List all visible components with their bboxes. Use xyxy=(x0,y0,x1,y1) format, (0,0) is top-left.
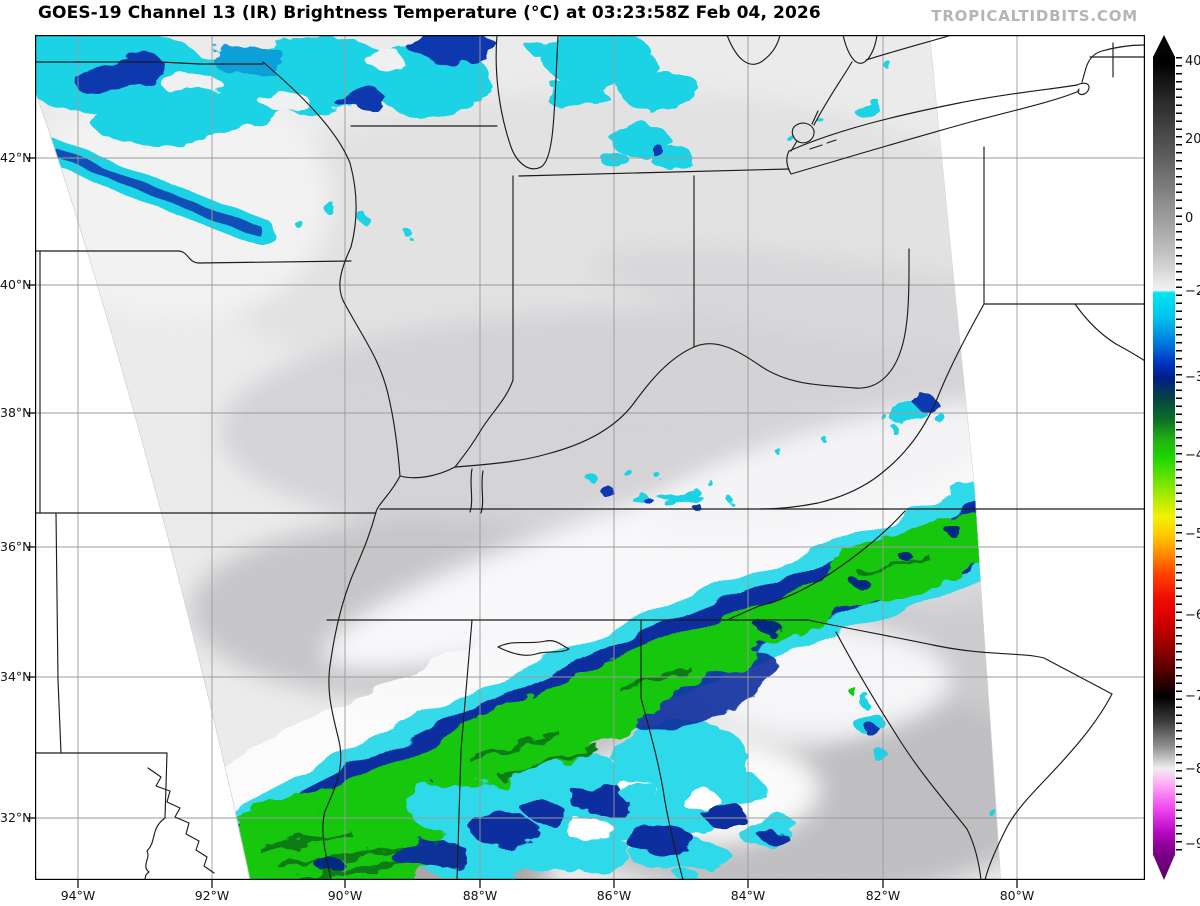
lon-label-80w: 80°W xyxy=(999,888,1035,903)
lon-label-92w: 92°W xyxy=(194,888,230,903)
lat-label-36n: 36°N xyxy=(0,539,32,554)
colorbar-label-m20: −20 xyxy=(1185,284,1200,299)
lon-label-88w: 88°W xyxy=(462,888,498,903)
squall-band xyxy=(178,482,1001,880)
page-title: GOES-19 Channel 13 (IR) Brightness Tempe… xyxy=(38,3,821,23)
lon-label-86w: 86°W xyxy=(596,888,632,903)
colorbar-label-m50: −50 xyxy=(1185,527,1200,542)
trailing-wake xyxy=(390,764,798,880)
colorbar-label-m40: −40 xyxy=(1185,448,1200,463)
lon-label-90w: 90°W xyxy=(327,888,363,903)
lon-label-84w: 84°W xyxy=(730,888,766,903)
ir-imagery-layer xyxy=(35,35,1001,880)
grid-lines xyxy=(35,35,1145,880)
lon-label-82w: 82°W xyxy=(865,888,901,903)
coldest-tops xyxy=(316,527,963,873)
colorbar-label-m30: −30 xyxy=(1185,370,1200,385)
lat-label-34n: 34°N xyxy=(0,669,32,684)
colorbar-label-m80: −80 xyxy=(1185,762,1200,777)
scattered-cold-specks xyxy=(587,396,994,814)
lat-label-42n: 42°N xyxy=(0,150,32,165)
state-borders xyxy=(35,35,1145,880)
map-frame xyxy=(35,35,1145,880)
lon-label-94w: 94°W xyxy=(60,888,96,903)
dark-green-streaks xyxy=(259,554,931,880)
cold-cloud-field-northwest xyxy=(35,35,889,245)
scan-edge-east xyxy=(929,35,1001,880)
colorbar-ticks xyxy=(1176,57,1182,855)
colorbar-label-m60: −60 xyxy=(1185,608,1200,623)
temperature-colorbar xyxy=(1153,35,1175,880)
colorbar-label-m90: −90 xyxy=(1185,837,1200,852)
lat-label-38n: 38°N xyxy=(0,405,32,420)
colorbar-label-40: 40 xyxy=(1185,54,1200,69)
lat-label-40n: 40°N xyxy=(0,277,32,292)
colorbar-label-20: 20 xyxy=(1185,132,1200,147)
lat-label-32n: 32°N xyxy=(0,810,32,825)
watermark: TROPICALTIDBITS.COM xyxy=(931,7,1138,25)
colorbar-label-m70: −70 xyxy=(1185,689,1200,704)
colorbar-label-0: 0 xyxy=(1185,211,1194,226)
axis-ticks xyxy=(27,157,1018,888)
